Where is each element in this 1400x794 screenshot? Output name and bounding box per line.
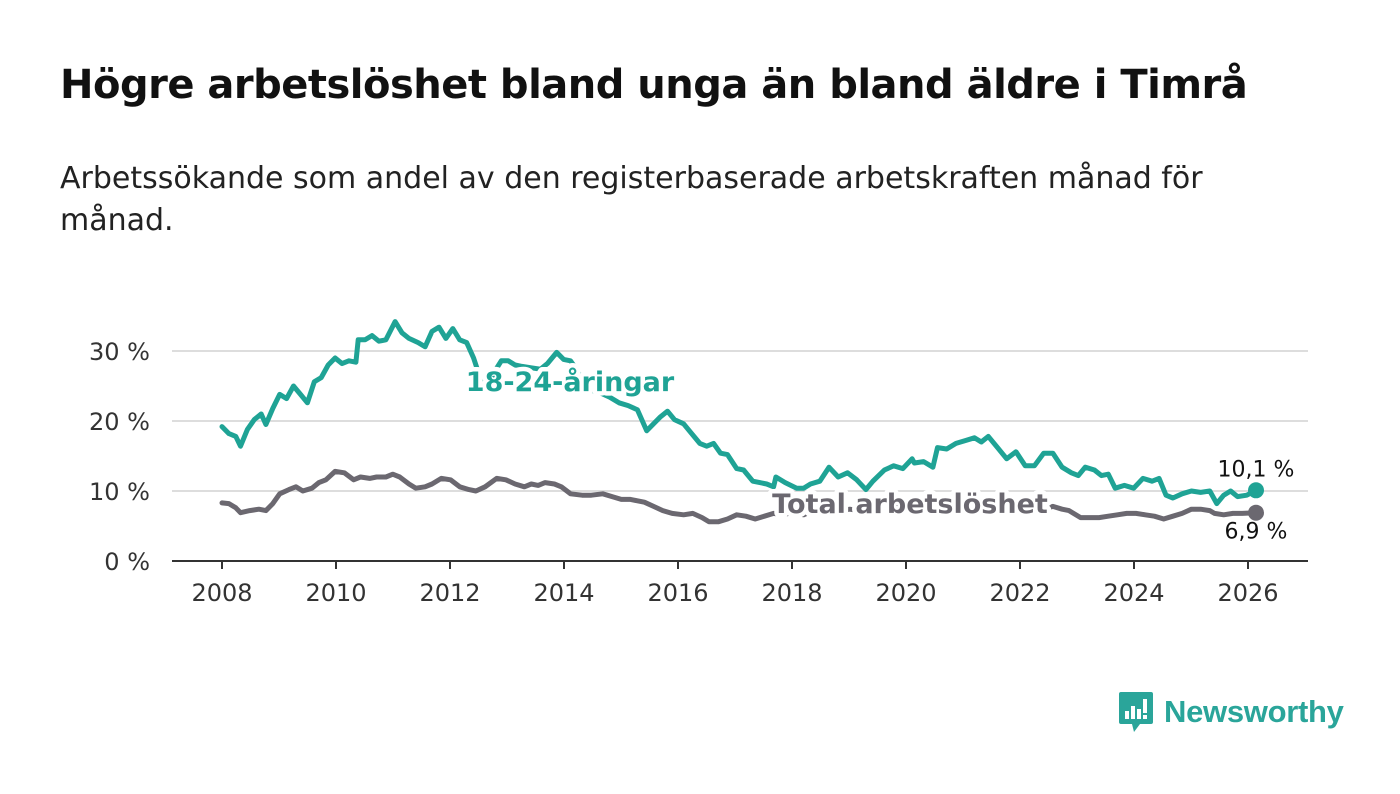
y-tick-label: 30 % — [89, 338, 150, 366]
series-annotation: Total arbetslöshet — [772, 489, 1048, 520]
x-tick-label: 2010 — [305, 579, 366, 607]
y-tick-label: 0 % — [104, 548, 150, 576]
x-tick-label: 2024 — [1103, 579, 1164, 607]
end-label-youth: 10,1 % — [1218, 457, 1295, 482]
brand-name: Newsworthy — [1164, 694, 1344, 729]
end-label-total: 6,9 % — [1225, 520, 1288, 545]
chart-title: Högre arbetslöshet bland unga än bland ä… — [60, 62, 1248, 108]
x-tick-label: 2018 — [761, 579, 822, 607]
series-annotation: 18-24-åringar — [466, 366, 675, 398]
x-tick-label: 2012 — [419, 579, 480, 607]
end-point-total — [1248, 504, 1264, 521]
y-tick-label: 10 % — [89, 478, 150, 506]
annotation-halo: Total arbetslöshet — [772, 489, 1048, 520]
x-tick-label: 2026 — [1217, 579, 1278, 607]
newsworthy-logo-icon — [1119, 692, 1153, 732]
end-point-youth — [1248, 482, 1264, 499]
annotation-halo: 18-24-åringar — [466, 366, 675, 398]
brand-logo: Newsworthy — [1118, 690, 1344, 734]
y-tick-label: 20 % — [89, 408, 150, 436]
x-tick-label: 2008 — [191, 579, 252, 607]
series-line-youth — [219, 319, 1259, 507]
chart-subtitle: Arbetssökande som andel av den registerb… — [60, 161, 1203, 238]
x-tick-label: 2020 — [875, 579, 936, 607]
series-line-total — [219, 468, 1259, 525]
x-tick-label: 2016 — [647, 579, 708, 607]
x-tick-label: 2014 — [533, 579, 594, 607]
x-tick-label: 2022 — [989, 579, 1050, 607]
